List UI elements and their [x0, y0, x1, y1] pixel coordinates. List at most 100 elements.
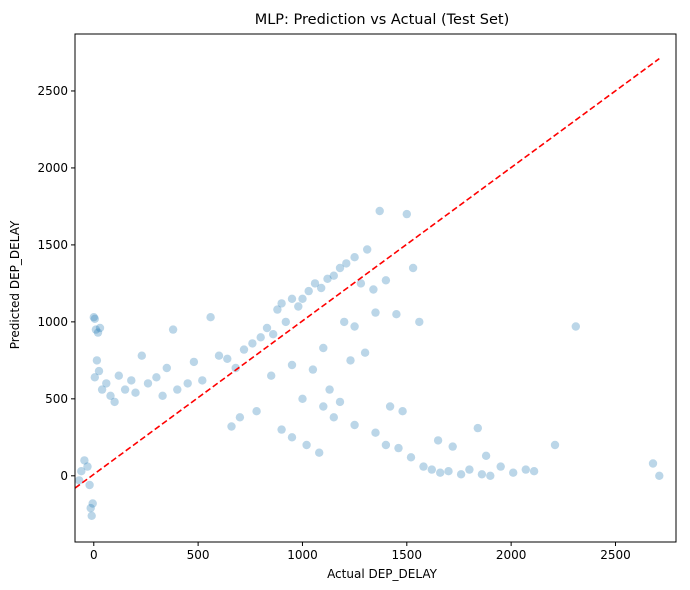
data-point [529, 467, 539, 476]
data-point [302, 440, 311, 450]
data-point [206, 313, 215, 322]
data-point [325, 385, 334, 394]
data-point [509, 468, 518, 477]
data-point [315, 448, 324, 457]
data-point [342, 259, 351, 268]
data-point [248, 339, 257, 348]
data-point [392, 310, 401, 319]
data-point [571, 322, 580, 331]
data-point [477, 470, 487, 479]
data-point [350, 420, 359, 430]
plot-frame [74, 33, 677, 543]
data-point [375, 206, 384, 216]
data-point [427, 465, 436, 474]
data-point [137, 351, 146, 360]
data-point [287, 360, 297, 370]
data-point [655, 471, 664, 480]
data-point [91, 325, 101, 334]
data-point [363, 245, 372, 254]
data-point [310, 279, 320, 288]
data-point [143, 379, 153, 388]
y-tick-label: 1500 [37, 238, 68, 252]
data-point [323, 274, 332, 283]
chart-title: MLP: Prediction vs Actual (Test Set) [255, 12, 510, 28]
data-point [87, 511, 96, 520]
data-point [231, 363, 240, 373]
data-point [227, 422, 236, 431]
data-point [168, 325, 178, 334]
data-point [381, 440, 391, 450]
data-point [83, 462, 92, 471]
data-point [281, 317, 290, 327]
data-point [456, 470, 466, 479]
data-point [262, 323, 272, 333]
data-point [444, 467, 453, 476]
data-point [402, 209, 411, 219]
reference-line [74, 57, 660, 489]
data-point [162, 363, 171, 373]
x-tick-label: 500 [187, 548, 210, 562]
y-tick-label: 2000 [37, 161, 68, 175]
data-point [90, 314, 100, 323]
data-point [294, 302, 303, 311]
data-point [329, 413, 338, 422]
data-point [371, 308, 380, 317]
x-tick-label: 2000 [496, 548, 527, 562]
data-point [350, 322, 359, 331]
y-axis-label: Predicted DEP_DELAY [8, 220, 22, 349]
x-axis-label: Actual DEP_DELAY [327, 567, 438, 581]
data-point [287, 433, 297, 442]
data-point [550, 440, 560, 450]
data-point [419, 462, 428, 471]
data-point [92, 356, 102, 365]
data-point [298, 394, 307, 403]
data-point [340, 317, 349, 327]
data-point [214, 351, 224, 360]
data-point [369, 285, 378, 294]
data-point [308, 365, 318, 374]
data-point [521, 465, 530, 474]
data-point [496, 462, 505, 471]
data-point [97, 385, 107, 394]
data-point [88, 499, 97, 508]
y-tick-label: 2500 [37, 84, 68, 98]
data-point [356, 279, 366, 288]
data-point [287, 294, 297, 303]
data-point [152, 373, 161, 382]
x-tick-label: 1000 [287, 548, 318, 562]
data-point [267, 371, 276, 380]
data-point [436, 468, 445, 477]
x-tick-label: 2500 [600, 548, 631, 562]
data-point [398, 407, 407, 416]
data-point [394, 443, 403, 453]
data-point [329, 271, 338, 280]
data-point [319, 343, 328, 353]
y-tick-label: 500 [45, 392, 68, 406]
data-point [256, 333, 265, 342]
data-point [120, 385, 130, 394]
data-point [75, 476, 84, 485]
data-point [235, 413, 245, 422]
x-tick-label: 1500 [392, 548, 423, 562]
data-point [269, 330, 278, 339]
data-point [198, 376, 207, 385]
data-point [473, 423, 482, 433]
data-point [371, 428, 380, 437]
data-point [110, 397, 119, 407]
data-point [85, 480, 94, 490]
data-point [486, 471, 495, 480]
data-point [346, 356, 355, 365]
data-point [89, 313, 99, 322]
data-point [189, 357, 199, 367]
data-point [406, 453, 416, 462]
data-point [77, 467, 86, 476]
data-point [86, 503, 95, 513]
data-point [90, 373, 100, 382]
data-point [93, 328, 103, 337]
data-point [298, 294, 307, 303]
data-point [183, 379, 192, 388]
data-point [114, 371, 124, 380]
data-point [80, 456, 89, 465]
data-point [317, 283, 326, 293]
data-point [158, 391, 167, 400]
